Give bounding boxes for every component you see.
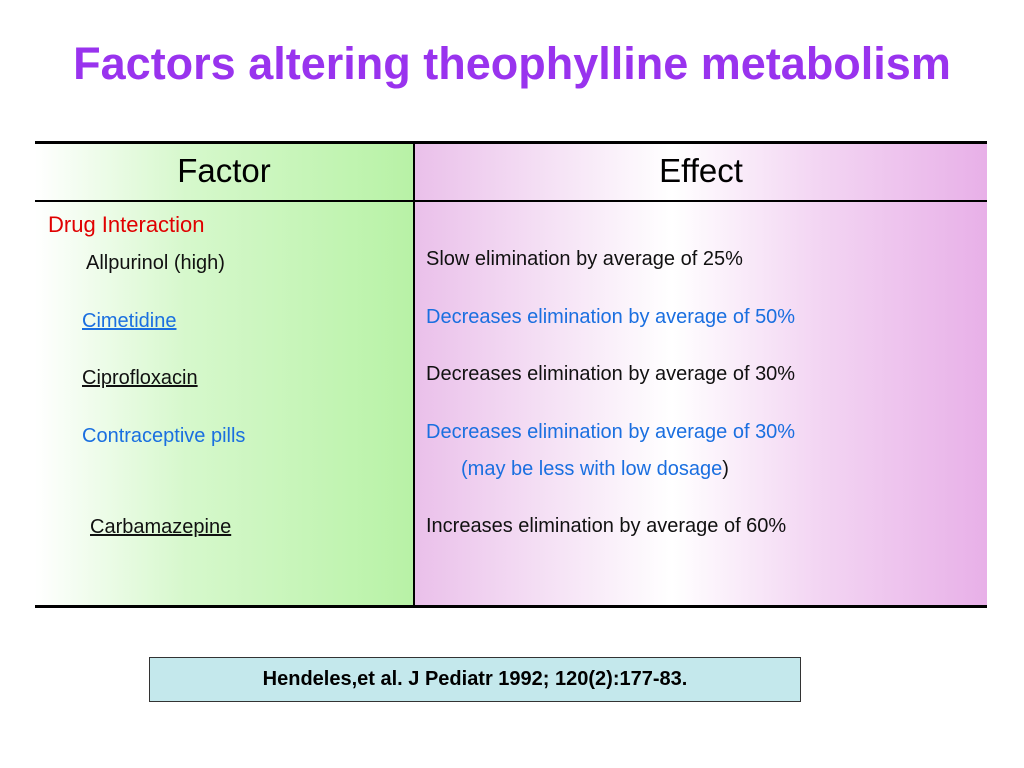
effect-contraceptive-pills: Decreases elimination by average of 30% [426,421,796,443]
table-header-row: Factor Effect [35,144,987,202]
effect-ciprofloxacin: Decreases elimination by average of 30% [426,363,796,385]
factor-carbamazepine[interactable]: Carbamazepine [90,516,232,538]
factor-contraceptive-pills: Contraceptive pills [82,425,246,447]
factor-cimetidine[interactable]: Cimetidine [82,310,177,332]
factor-effect-table: Factor Effect Drug Interaction Allpurino… [35,141,987,608]
effect-carbamazepine: Increases elimination by average of 60% [426,515,787,537]
note-close-paren: ) [722,458,729,480]
section-label-drug-interaction: Drug Interaction [48,212,205,237]
factor-column [35,144,415,605]
factor-allopurinol: Allpurinol (high) [86,252,225,274]
effect-cimetidine: Decreases elimination by average of 50% [426,306,796,328]
effect-contraceptive-note: (may be less with low dosage) [461,458,729,481]
effect-column [415,144,987,605]
effect-allopurinol: Slow elimination by average of 25% [426,248,743,270]
header-factor: Factor [177,152,271,189]
header-effect: Effect [659,152,743,189]
note-main-text: (may be less with low dosage [461,458,723,480]
slide-title: Factors altering theophylline metabolism [73,38,951,89]
factor-ciprofloxacin[interactable]: Ciprofloxacin [82,367,198,389]
reference-citation: Hendeles,et al. J Pediatr 1992; 120(2):1… [149,657,801,702]
